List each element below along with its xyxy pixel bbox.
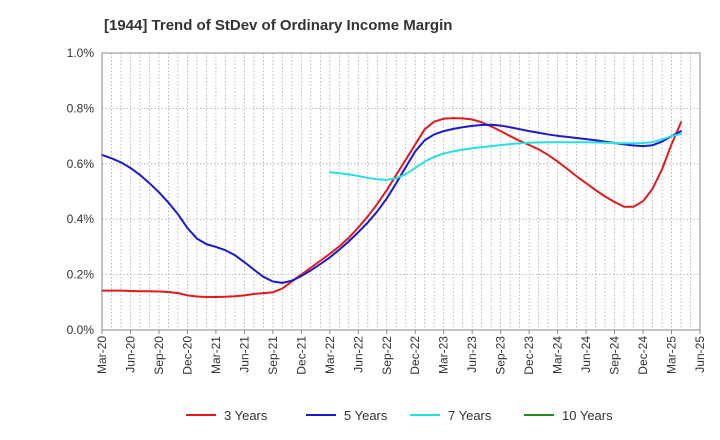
x-tick-label: Jun-20	[123, 336, 137, 373]
y-tick-label: 0.4%	[67, 212, 95, 226]
x-tick-label: Mar-21	[209, 336, 223, 374]
x-tick-label: Sep-24	[608, 336, 622, 375]
legend-label-5-years: 5 Years	[344, 408, 388, 423]
x-tick-label: Jun-21	[237, 336, 251, 373]
x-tick-label: Dec-24	[636, 336, 650, 375]
x-tick-label: Sep-20	[152, 336, 166, 375]
series-line-5-years	[101, 123, 683, 284]
series-line-7-years	[328, 132, 683, 181]
plot-area	[102, 53, 700, 330]
x-tick-label: Sep-21	[266, 336, 280, 375]
x-tick-label: Jun-25	[693, 336, 707, 373]
legend-label-10-years: 10 Years	[562, 408, 613, 423]
y-tick-label: 0.6%	[67, 157, 95, 171]
series-layer	[101, 117, 683, 299]
x-tick-label: Dec-20	[180, 336, 194, 375]
x-tick-label: Mar-23	[437, 336, 451, 374]
x-tick-label: Dec-21	[294, 336, 308, 375]
axes	[101, 52, 701, 331]
x-tick-label: Dec-22	[408, 336, 422, 375]
y-tick-label: 0.0%	[67, 323, 95, 337]
x-tick-label: Sep-22	[380, 336, 394, 375]
legend-label-3-years: 3 Years	[224, 408, 268, 423]
grid	[102, 53, 700, 330]
plot-background	[102, 53, 700, 330]
x-tick-label: Jun-24	[579, 336, 593, 373]
x-tick-label: Mar-25	[665, 336, 679, 374]
series-line-3-years	[101, 117, 683, 299]
x-tick-label: Mar-24	[551, 336, 565, 374]
y-tick-label: 1.0%	[67, 46, 95, 60]
x-tick-label: Mar-20	[95, 336, 109, 374]
y-tick-label: 0.8%	[67, 101, 95, 115]
x-tick-label: Mar-22	[323, 336, 337, 374]
legend-label-7-years: 7 Years	[448, 408, 492, 423]
x-tick-label: Dec-23	[522, 336, 536, 375]
plot-frame	[101, 52, 701, 331]
x-tick-label: Jun-23	[465, 336, 479, 373]
y-axis-ticks: 0.0% 0.2% 0.4% 0.6% 0.8% 1.0%	[67, 46, 95, 337]
x-tick-label: Jun-22	[351, 336, 365, 373]
legend: 3 Years 5 Years 7 Years 10 Years	[186, 408, 613, 423]
chart-title: [1944] Trend of StDev of Ordinary Income…	[104, 17, 452, 34]
x-tick-label: Sep-23	[494, 336, 508, 375]
x-axis-ticks: Mar-20 Jun-20 Sep-20 Dec-20 Mar-21 Jun-21 Sep-…	[95, 330, 707, 375]
y-tick-label: 0.2%	[67, 268, 95, 282]
